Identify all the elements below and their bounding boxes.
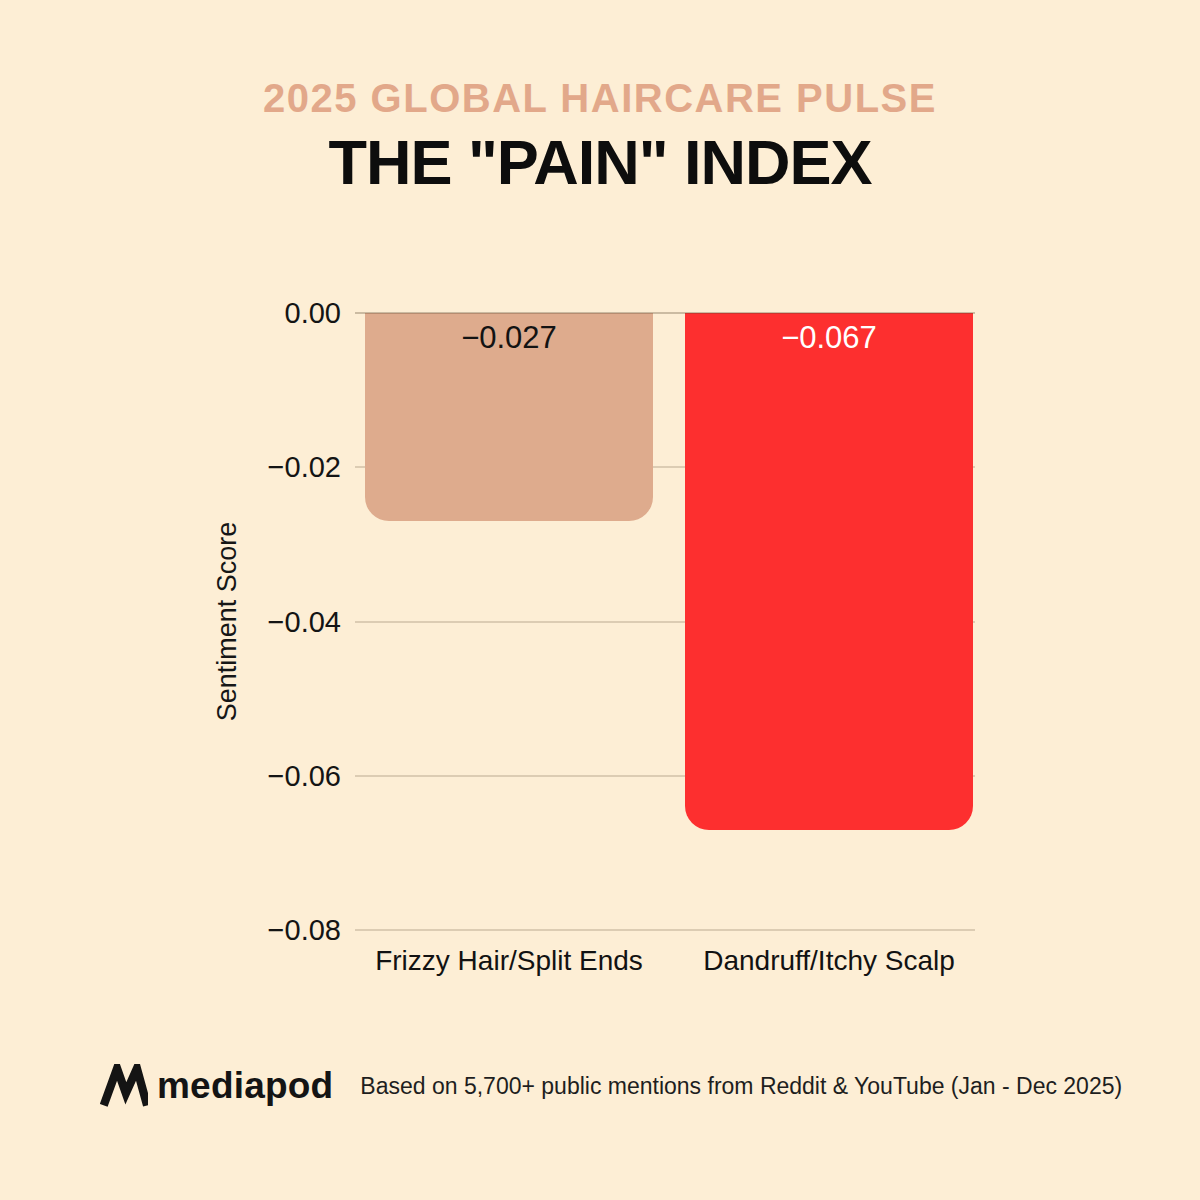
bar-value-label: −0.027 bbox=[461, 313, 557, 356]
infographic-canvas: 2025 GLOBAL HAIRCARE PULSE THE "PAIN" IN… bbox=[0, 0, 1200, 1200]
bar-dandruff: −0.067 bbox=[685, 313, 973, 830]
gridline bbox=[355, 929, 975, 931]
bar-frizzy-hair: −0.027 bbox=[365, 313, 653, 521]
source-note: Based on 5,700+ public mentions from Red… bbox=[360, 1073, 1122, 1100]
brand-name: mediapod bbox=[157, 1065, 333, 1107]
x-tick-label: Frizzy Hair/Split Ends bbox=[329, 945, 689, 977]
brand-logo: mediapod bbox=[100, 1064, 333, 1108]
y-tick-label: −0.02 bbox=[268, 451, 341, 484]
x-tick-label: Dandruff/Itchy Scalp bbox=[649, 945, 1009, 977]
chart-eyebrow: 2025 GLOBAL HAIRCARE PULSE bbox=[0, 76, 1200, 121]
y-tick-label: −0.08 bbox=[268, 914, 341, 947]
y-tick-label: −0.06 bbox=[268, 759, 341, 792]
zero-axis-line bbox=[355, 312, 975, 314]
mediapod-m-icon bbox=[100, 1064, 148, 1108]
y-tick-label: 0.00 bbox=[285, 297, 341, 330]
y-tick-label: −0.04 bbox=[268, 605, 341, 638]
bar-value-label: −0.067 bbox=[781, 313, 877, 356]
y-axis-title-text: Sentiment Score bbox=[213, 522, 244, 722]
y-axis-title: Sentiment Score bbox=[200, 313, 256, 930]
page-title: THE "PAIN" INDEX bbox=[0, 126, 1200, 198]
bar-chart-plot-area: 0.00 −0.02 −0.04 −0.06 −0.08 −0.027 −0.0… bbox=[355, 313, 975, 930]
footer: mediapod Based on 5,700+ public mentions… bbox=[100, 1064, 1140, 1108]
